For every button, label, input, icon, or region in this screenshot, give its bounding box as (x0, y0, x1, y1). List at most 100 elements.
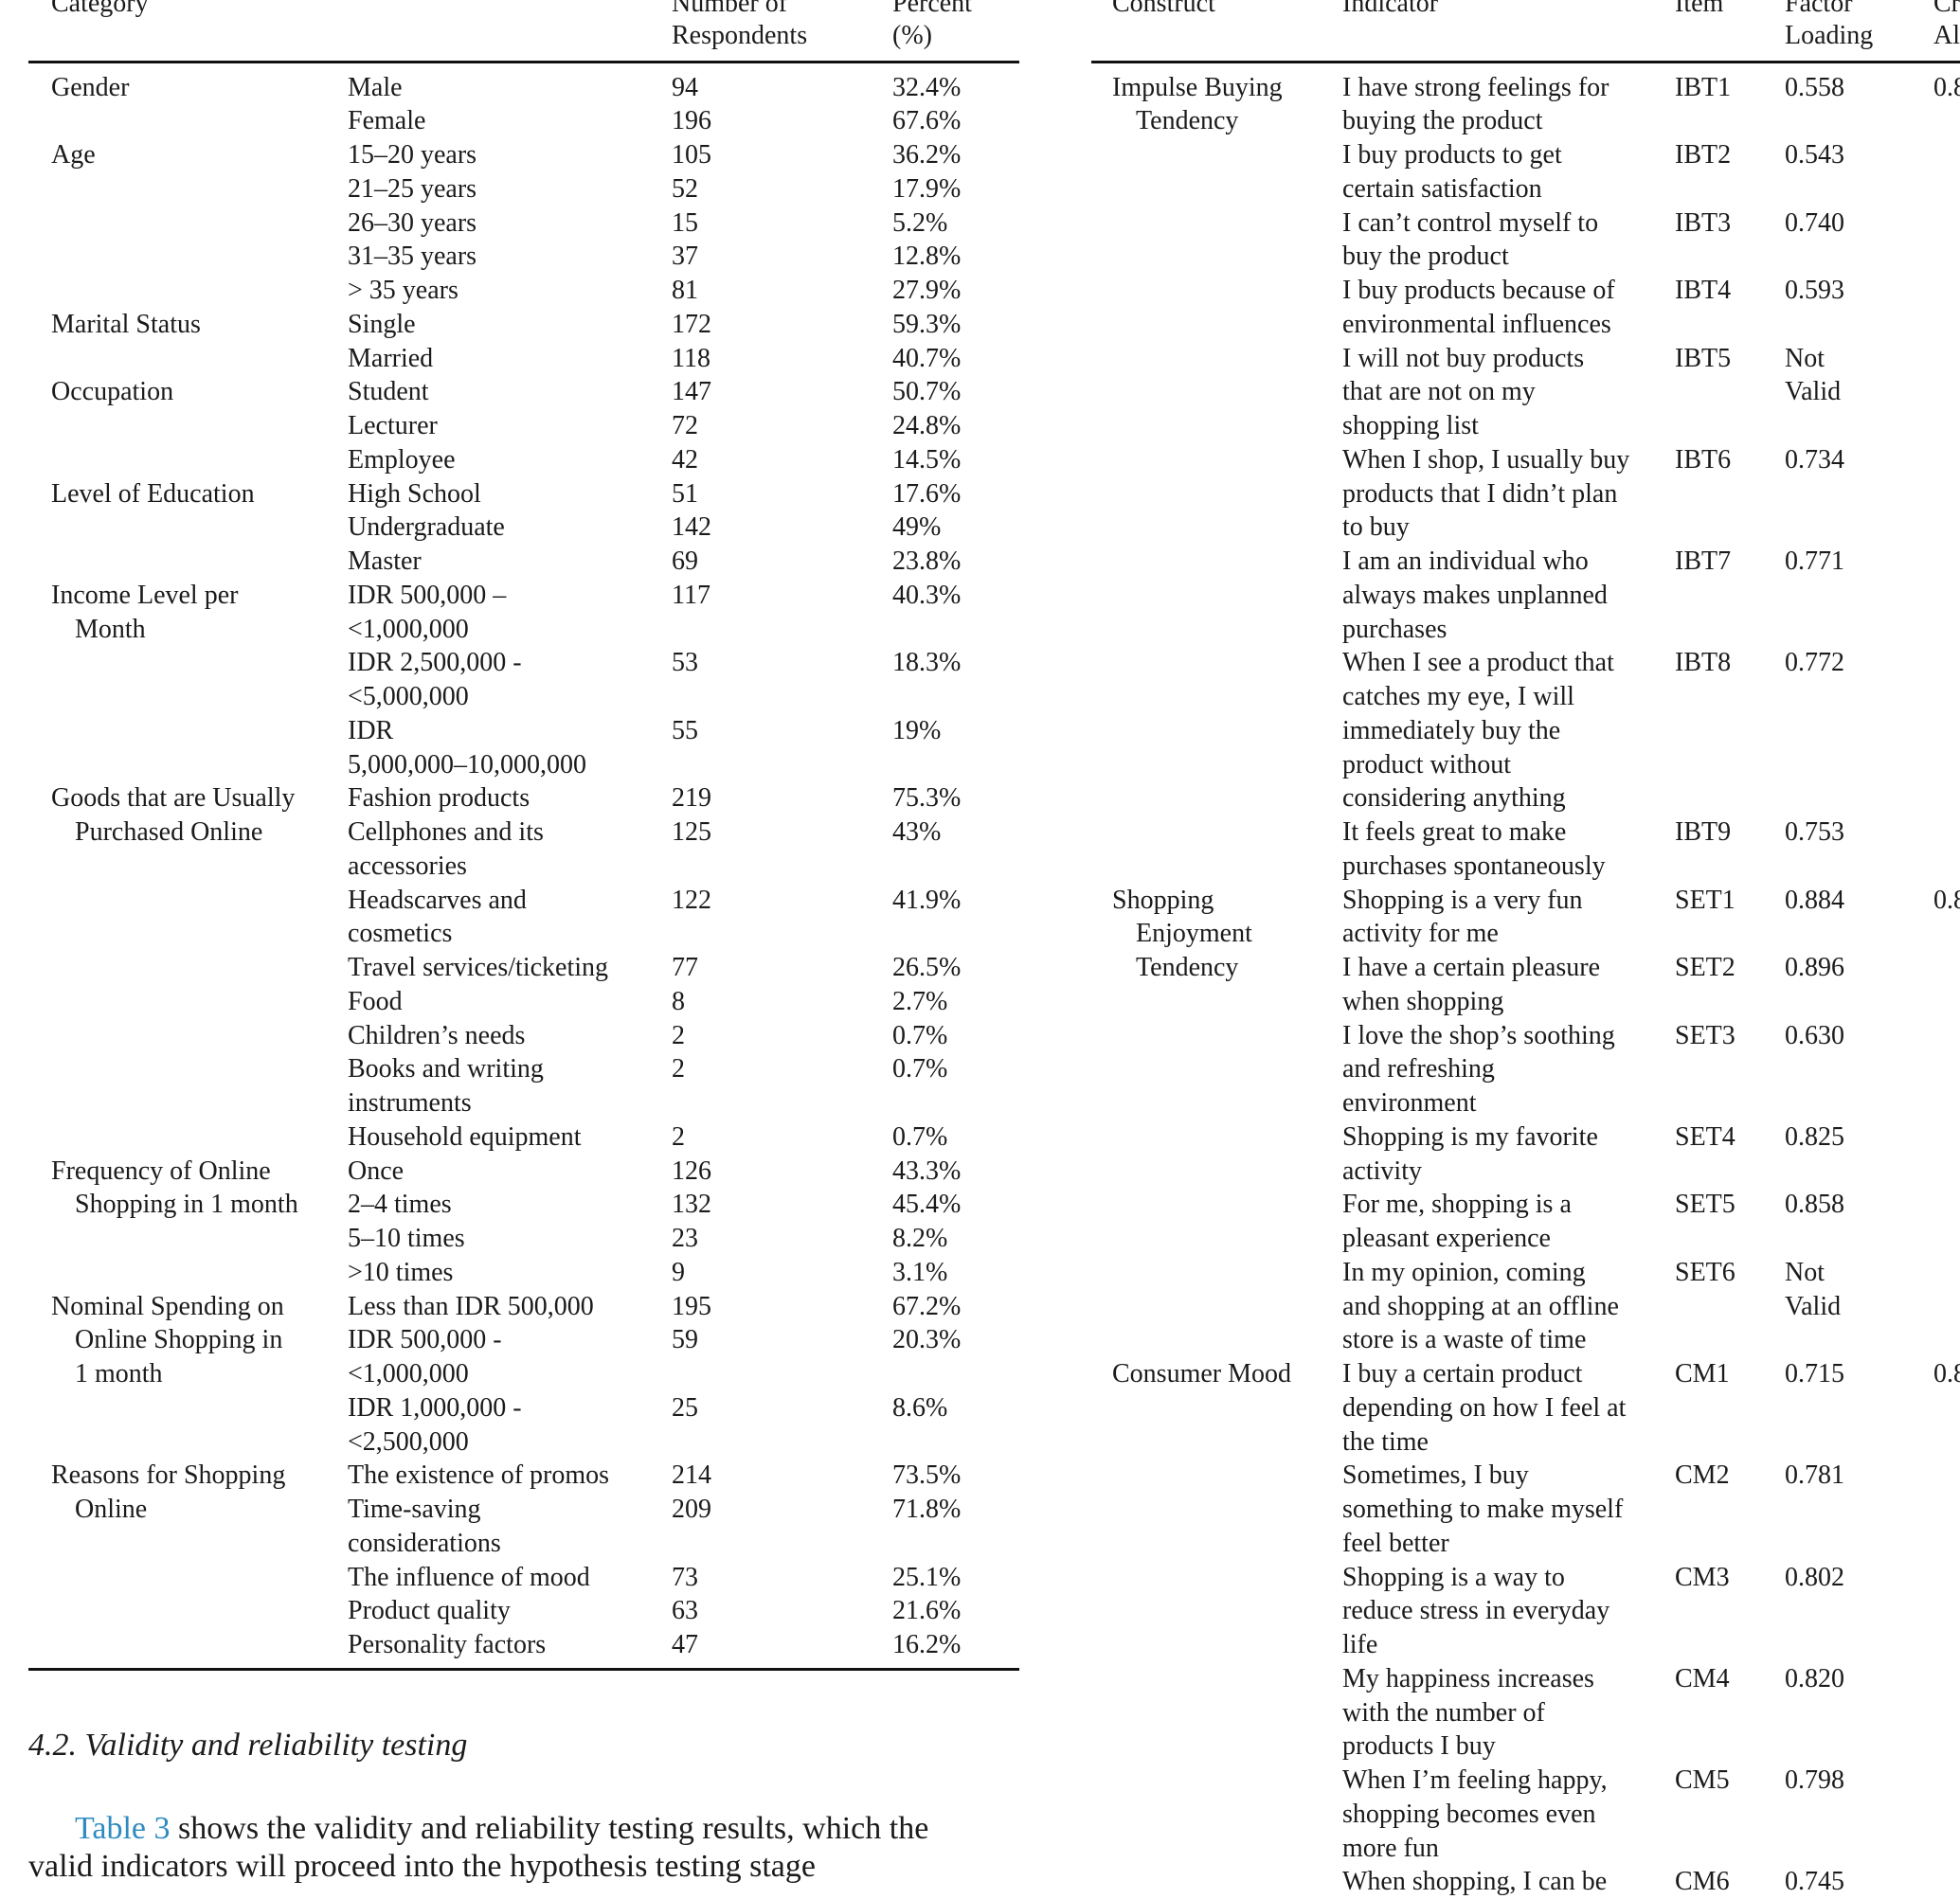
cell-item: SET5 (1675, 1190, 1735, 1220)
cell-pct: 40.3% (892, 580, 962, 610)
cell-n: 69 (672, 546, 698, 576)
cell-sub: buying the product (1342, 106, 1543, 136)
cell-load: 0.772 (1785, 648, 1844, 678)
cell-item: IBT1 (1675, 72, 1732, 102)
cell-item: IBT9 (1675, 817, 1732, 847)
cell-pct: 26.5% (892, 953, 962, 982)
cell-pct: 67.6% (892, 106, 962, 136)
cell-load: 0.753 (1785, 817, 1844, 847)
cell-load: 0.858 (1785, 1190, 1844, 1220)
cell-sub: always makes unplanned (1342, 580, 1608, 610)
cell-pct: 43.3% (892, 1156, 962, 1186)
cell-item: SET6 (1675, 1257, 1735, 1287)
cell-pct: 16.2% (892, 1630, 962, 1659)
column-header: Loading (1785, 21, 1874, 50)
cell-pct: 20.3% (892, 1325, 962, 1355)
category-label: Goods that are Usually (51, 783, 296, 814)
cell-sub: I buy products because of (1342, 276, 1615, 305)
cell-sub: IDR 500,000 – (348, 580, 507, 610)
cell-sub: I have a certain pleasure (1342, 953, 1601, 982)
cell-sub: Single (348, 309, 416, 339)
column-header: Number of (672, 0, 788, 18)
cell-sub: 26–30 years (348, 207, 477, 238)
cell-n: 9 (672, 1257, 685, 1287)
cell-alpha: 0.8 (1933, 1359, 1960, 1388)
cell-sub: certain satisfaction (1342, 173, 1542, 204)
cell-load: 0.896 (1785, 953, 1844, 982)
category-label: Age (51, 140, 96, 170)
cell-pct: 17.6% (892, 478, 962, 509)
cell-sub: I buy a certain product (1342, 1359, 1583, 1388)
cell-pct: 0.7% (892, 1054, 948, 1084)
cell-item: IBT8 (1675, 648, 1732, 678)
cell-sub: I am an individual who (1342, 546, 1589, 576)
cell-sub: 31–35 years (348, 242, 477, 272)
cell-sub: IDR 500,000 - (348, 1325, 502, 1355)
cell-sub: when shopping (1342, 986, 1504, 1016)
cell-n: 2 (672, 1054, 685, 1084)
cell-pct: 17.9% (892, 173, 962, 204)
cell-pct: 3.1% (892, 1257, 948, 1287)
cell-sub: Fashion products (348, 783, 530, 814)
cell-sub: Travel services/ticketing (348, 953, 609, 982)
cell-sub: For me, shopping is a (1342, 1190, 1572, 1220)
cell-sub: Books and writing (348, 1054, 544, 1084)
cell-sub: <2,500,000 (348, 1426, 469, 1457)
cell-n: 209 (672, 1495, 711, 1524)
cell-pct: 49% (892, 512, 942, 543)
cell-item: SET2 (1675, 953, 1735, 982)
cell-load: 0.820 (1785, 1663, 1844, 1693)
cell-pct: 73.5% (892, 1460, 962, 1491)
cell-n: 118 (672, 343, 710, 373)
category-label: Impulse Buying (1112, 72, 1283, 102)
cell-pct: 25.1% (892, 1562, 962, 1592)
cell-item: IBT6 (1675, 444, 1732, 475)
cell-pct: 21.6% (892, 1596, 962, 1626)
column-header: (%) (892, 21, 932, 50)
cell-n: 53 (672, 648, 698, 678)
table-3-link[interactable]: Table 3 (75, 1811, 171, 1846)
left-table-header-rule (28, 61, 1019, 63)
cell-sub: Children’s needs (348, 1020, 526, 1050)
cell-item: IBT3 (1675, 207, 1732, 238)
cell-n: 94 (672, 72, 698, 102)
cell-pct: 12.8% (892, 242, 962, 272)
column-header: Percent (892, 0, 972, 18)
cell-n: 2 (672, 1121, 685, 1152)
column-header: Category (51, 0, 149, 18)
category-label: Income Level per (51, 580, 239, 610)
cell-n: 23 (672, 1224, 698, 1253)
cell-load: 0.802 (1785, 1562, 1844, 1592)
category-label: Tendency (1136, 106, 1239, 136)
cell-sub: IDR 2,500,000 - (348, 648, 522, 678)
cell-pct: 0.7% (892, 1020, 948, 1050)
cell-sub: shopping list (1342, 411, 1479, 440)
category-label: Marital Status (51, 309, 201, 339)
cell-pct: 59.3% (892, 309, 962, 339)
category-label: Purchased Online (75, 817, 263, 847)
cell-n: 15 (672, 207, 698, 238)
cell-sub: reduce stress in everyday (1342, 1596, 1610, 1626)
cell-n: 8 (672, 986, 685, 1016)
cell-sub: shopping becomes even (1342, 1799, 1596, 1829)
cell-sub: 21–25 years (348, 173, 477, 204)
category-label: Gender (51, 72, 130, 102)
cell-pct: 14.5% (892, 444, 962, 475)
cell-n: 47 (672, 1630, 698, 1659)
cell-sub: Shopping is my favorite (1342, 1121, 1598, 1152)
cell-n: 59 (672, 1325, 698, 1355)
cell-sub: depending on how I feel at (1342, 1392, 1627, 1423)
cell-pct: 75.3% (892, 783, 962, 814)
cell-sub: activity for me (1342, 919, 1499, 949)
cell-sub: Product quality (348, 1596, 511, 1626)
cell-sub: Master (348, 546, 422, 576)
cell-sub: Female (348, 106, 426, 136)
cell-pct: 23.8% (892, 546, 962, 576)
cell-sub: I can’t control myself to (1342, 207, 1599, 238)
cell-sub: buy the product (1342, 242, 1509, 272)
category-label: Tendency (1136, 953, 1239, 982)
cell-sub: > 35 years (348, 276, 459, 305)
cell-n: 2 (672, 1020, 685, 1050)
column-header: Indicator (1342, 0, 1439, 18)
cell-sub: products that I didn’t plan (1342, 478, 1618, 509)
